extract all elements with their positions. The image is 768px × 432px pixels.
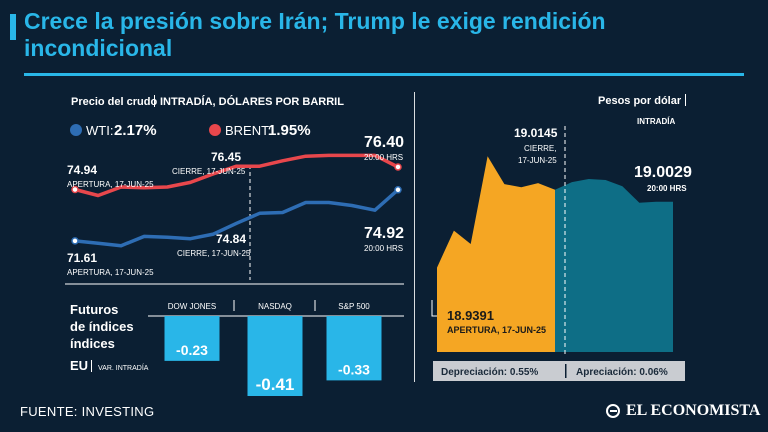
futures-title-3: índices (70, 336, 115, 351)
section-divider (414, 92, 415, 382)
fx-depreciation-label: Depreciación: 0.55% (441, 367, 538, 378)
fx-summary-bar (433, 361, 685, 381)
wti-last-note: 20:00 HRS (364, 244, 403, 253)
futures-value-label: -0.33 (338, 361, 370, 377)
futures-title-4: EU (70, 358, 88, 373)
brent-legend-swatch (209, 124, 221, 136)
brent-point-14 (394, 163, 402, 171)
fx-close-note-2: 17-JUN-25 (518, 156, 557, 165)
fx-appreciation-area (555, 179, 673, 352)
brand-mark-icon (606, 404, 620, 418)
brent-close-note: CIERRE, 17-JUN-25 (172, 167, 246, 176)
crude-heading: Precio del crudo (71, 96, 157, 108)
brent-close-value: 76.45 (211, 150, 241, 164)
fx-appreciation-label: Apreciación: 0.06% (576, 367, 668, 378)
crude-points (71, 163, 402, 245)
brent-last-value: 76.40 (364, 134, 404, 151)
futures-panel: Futuros de índices índices EU VAR. INTRA… (70, 300, 404, 396)
futures-bars: DOW JONES -0.23 NASDAQ -0.41 S&P 500 -0.33 (164, 300, 382, 396)
wti-point-0 (71, 237, 79, 245)
brent-last-note: 20:00 HRS (364, 153, 403, 162)
futures-category-label: S&P 500 (338, 302, 370, 311)
futures-category-label: NASDAQ (258, 302, 292, 311)
futures-bar (326, 316, 382, 381)
fx-open-bracket (431, 300, 437, 317)
title-accent-bar (10, 14, 16, 40)
wti-series-line (74, 188, 400, 248)
fx-subheading: INTRADÍA (637, 117, 675, 126)
futures-title-1: Futuros (70, 302, 118, 317)
crude-panel: Precio del crudo INTRADÍA, DÓLARES POR B… (65, 95, 404, 285)
wti-open-value: 71.61 (67, 251, 97, 265)
title-rule (24, 73, 744, 76)
wti-open-note: APERTURA, 17-JUN-25 (67, 268, 154, 277)
wti-legend-swatch (70, 124, 82, 136)
fx-close-note-1: CIERRE, (524, 144, 556, 153)
brent-legend-change: 1.95% (268, 122, 311, 139)
brand-logo: EL ECONOMISTA (606, 402, 760, 420)
source-note: FUENTE: INVESTING (20, 404, 155, 419)
fx-heading: Pesos por dólar (598, 95, 682, 107)
fx-last-value: 19.0029 (634, 164, 692, 181)
futures-category-separator (233, 300, 235, 311)
brent-open-value: 74.94 (67, 163, 97, 177)
wti-close-value: 74.84 (216, 232, 246, 246)
wti-last-value: 74.92 (364, 225, 404, 242)
futures-value-label: -0.41 (256, 375, 295, 394)
crude-subheading: INTRADÍA, DÓLARES POR BARRIL (160, 95, 344, 108)
crude-heading-sep (154, 95, 155, 107)
futures-category-label: DOW JONES (168, 302, 216, 311)
fx-heading-sep (685, 94, 686, 106)
fx-close-value: 19.0145 (514, 126, 558, 140)
brent-open-note: APERTURA, 17-JUN-25 (67, 180, 154, 189)
fx-open-value: 18.9391 (447, 308, 494, 323)
futures-bar (164, 316, 220, 361)
fx-panel: Pesos por dólar INTRADÍA 19.0145 CIERRE,… (431, 94, 692, 381)
fx-last-note: 20:00 HRS (647, 184, 687, 193)
wti-legend-change: 2.17% (114, 122, 157, 139)
wti-point-14 (394, 186, 402, 194)
futures-title-2: de índices (70, 319, 134, 334)
wti-legend-label: WTI: (86, 123, 113, 138)
brent-point-0 (71, 185, 79, 194)
brent-legend-label: BRENT: (225, 123, 271, 138)
brent-series-line (74, 153, 399, 198)
futures-title-note: VAR. INTRADÍA (98, 363, 149, 372)
page-title: Crece la presión sobre Irán; Trump le ex… (24, 8, 606, 61)
fx-depreciation-area (437, 156, 555, 352)
wti-close-note: CIERRE, 17-JUN-25 (177, 249, 251, 258)
futures-category-separator (314, 300, 316, 311)
futures-title-sep (91, 360, 92, 372)
brand-name: EL ECONOMISTA (626, 402, 761, 419)
futures-bar (247, 316, 303, 396)
fx-summary-sep (565, 364, 567, 378)
futures-value-label: -0.23 (176, 342, 208, 358)
fx-open-note: APERTURA, 17-JUN-25 (447, 325, 546, 335)
